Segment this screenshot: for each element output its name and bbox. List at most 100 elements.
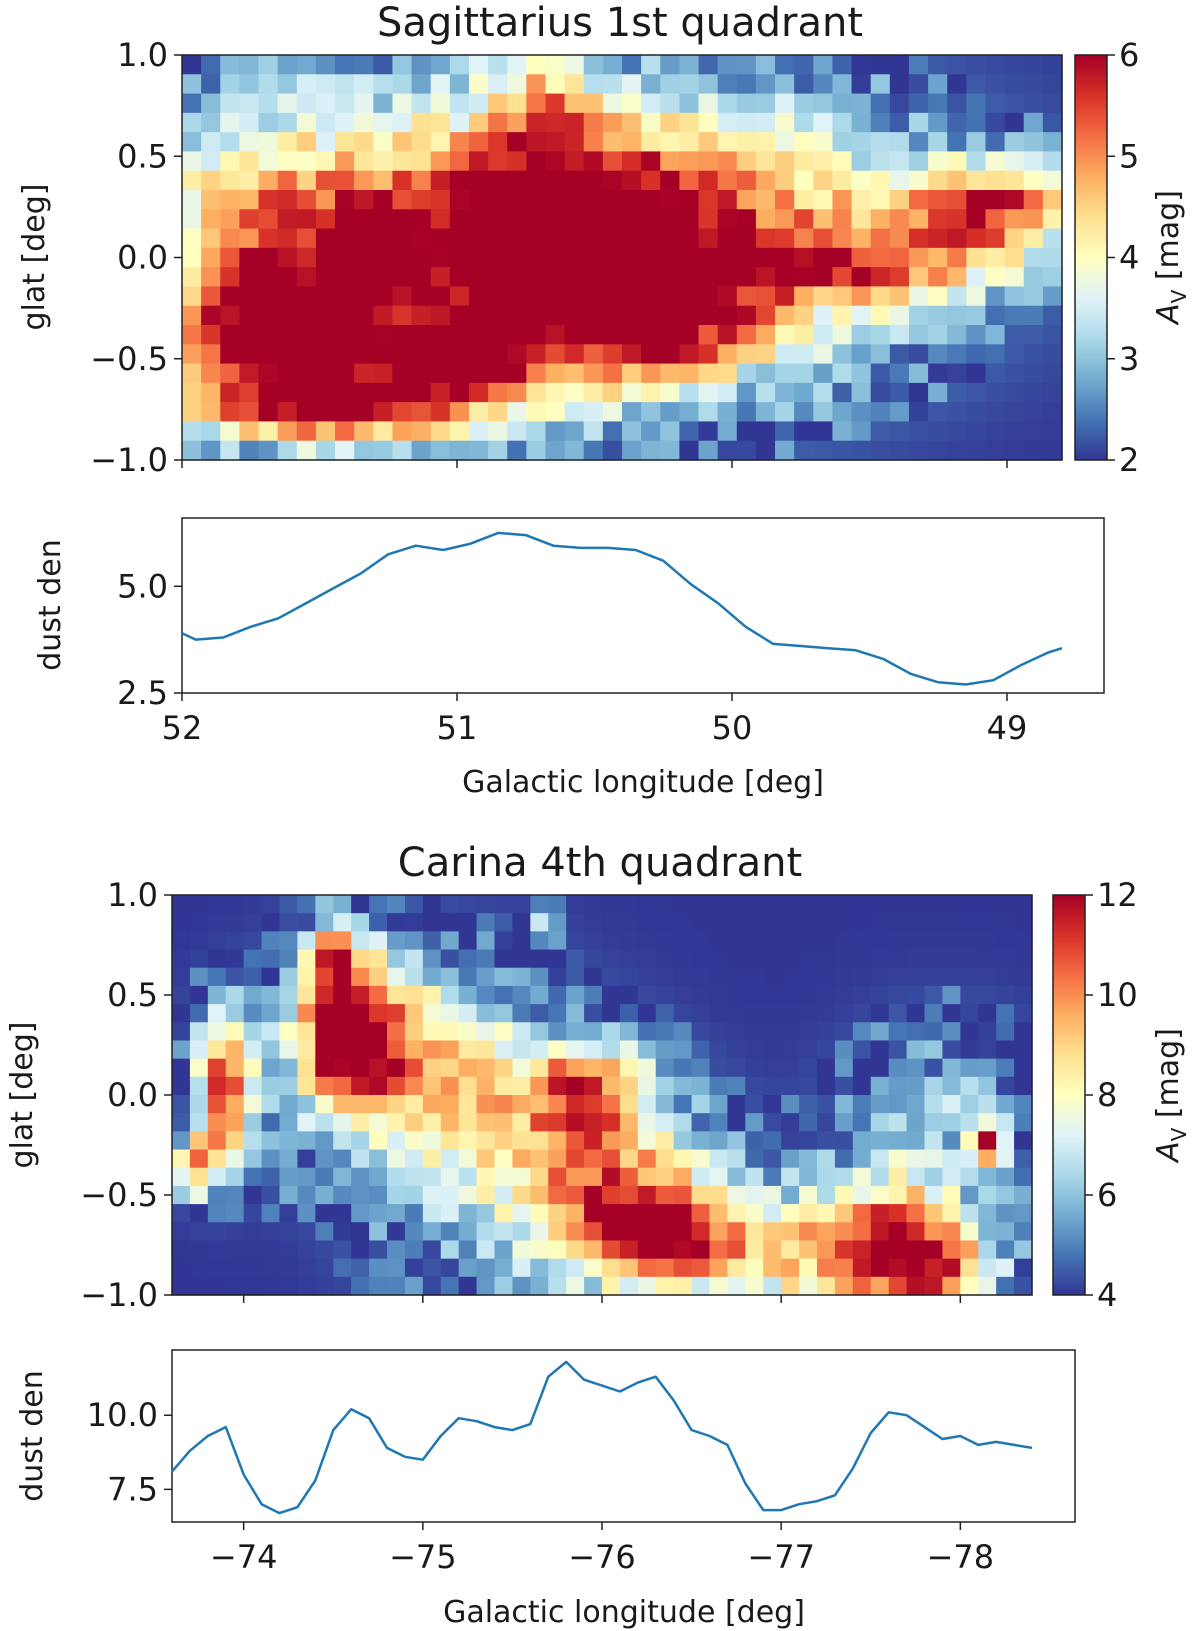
heatmap-cell xyxy=(691,1076,711,1096)
heatmap-cell xyxy=(889,305,910,326)
heatmap-cell xyxy=(660,209,680,230)
heatmap-cell xyxy=(468,421,489,442)
heatmap-cell xyxy=(494,1131,514,1151)
heatmap-cell xyxy=(691,1022,711,1042)
heatmap-cell xyxy=(404,1167,424,1187)
heatmap-cell xyxy=(494,1022,514,1042)
heatmap-cell xyxy=(870,170,891,191)
heatmap-cell xyxy=(387,895,406,914)
heatmap-cell xyxy=(239,286,260,307)
heatmap-cell xyxy=(411,170,432,191)
heatmap-cell xyxy=(458,1076,478,1096)
heatmap-cell xyxy=(333,949,352,969)
heatmap-cell xyxy=(258,74,279,95)
heatmap-cell xyxy=(277,402,298,423)
heatmap-cell xyxy=(960,1222,979,1242)
heatmap-cell xyxy=(622,132,642,153)
heatmap-cell xyxy=(985,190,1006,210)
heatmap-cell xyxy=(906,949,926,969)
heatmap-cell xyxy=(622,421,642,442)
heatmap-cell xyxy=(966,112,987,133)
heatmap-cell xyxy=(526,74,547,95)
heatmap-cell xyxy=(411,247,432,268)
heatmap-cell xyxy=(794,55,814,75)
heatmap-cell xyxy=(189,1095,209,1114)
heatmap-cell xyxy=(261,967,281,987)
heatmap-cell xyxy=(619,967,639,987)
heatmap-cell xyxy=(296,305,317,326)
heatmap-cell xyxy=(1042,170,1063,191)
heatmap-cell xyxy=(775,286,795,307)
heatmap-cell xyxy=(691,1095,711,1114)
heatmap-cell xyxy=(239,74,260,95)
heatmap-cell xyxy=(942,985,961,1005)
heatmap-cell xyxy=(834,1040,854,1060)
heatmap-cell xyxy=(494,1058,514,1078)
heatmap-cell xyxy=(182,132,202,153)
heatmap-cell xyxy=(297,1240,316,1260)
heatmap-cell xyxy=(799,895,818,914)
heatmap-cell xyxy=(745,949,764,969)
heatmap-cell xyxy=(172,1058,191,1078)
heatmap-cell xyxy=(548,1167,567,1187)
heatmap-cell xyxy=(351,1131,370,1151)
heatmap-cell xyxy=(655,1167,675,1187)
heatmap-cell xyxy=(924,1204,944,1223)
heatmap-cell xyxy=(637,1185,657,1205)
heatmap-cell xyxy=(387,1131,406,1151)
heatmap-cell xyxy=(928,440,948,461)
heatmap-cell xyxy=(373,325,394,345)
heatmap-cell xyxy=(239,421,260,442)
heatmap-cell xyxy=(512,1276,531,1296)
heatmap-cell xyxy=(296,112,317,133)
heatmap-cell xyxy=(548,967,567,987)
heatmap-cell xyxy=(258,325,279,345)
heatmap-cell xyxy=(422,1240,442,1260)
heatmap-cell xyxy=(641,190,661,210)
sagittarius-heatmap-xticks xyxy=(181,460,1008,468)
heatmap-cell xyxy=(239,305,260,326)
heatmap-cell xyxy=(220,267,240,288)
heatmap-cell xyxy=(889,247,910,268)
heatmap-cell xyxy=(851,267,872,288)
heatmap-cell xyxy=(243,913,263,932)
heatmap-cell xyxy=(354,402,374,423)
heatmap-cell xyxy=(422,931,442,951)
heatmap-cell xyxy=(660,440,680,461)
heatmap-cell xyxy=(564,286,585,307)
heatmap-cell xyxy=(335,228,355,249)
carina-glat-label: glat [deg] xyxy=(5,1021,40,1168)
heatmap-cell xyxy=(220,151,240,172)
heatmap-cell xyxy=(698,170,719,191)
heatmap-cell xyxy=(351,1222,370,1242)
heatmap-cell xyxy=(335,209,355,230)
heatmap-cell xyxy=(1014,1258,1033,1278)
heatmap-cell xyxy=(928,228,948,249)
heatmap-cell xyxy=(220,74,240,95)
heatmap-cell xyxy=(296,170,317,191)
heatmap-cell xyxy=(1023,209,1044,230)
heatmap-cell xyxy=(775,93,795,114)
heatmap-cell xyxy=(468,112,489,133)
heatmap-cell xyxy=(354,93,374,114)
heatmap-cell xyxy=(458,1204,478,1223)
heatmap-cell xyxy=(924,1276,944,1296)
heatmap-cell xyxy=(225,985,245,1005)
heatmap-cell xyxy=(566,1131,585,1151)
heatmap-cell xyxy=(172,1240,191,1260)
heatmap-cell xyxy=(717,344,738,365)
heatmap-cell xyxy=(655,1058,675,1078)
heatmap-cell xyxy=(834,1258,854,1278)
heatmap-cell xyxy=(673,1113,693,1132)
heatmap-cell xyxy=(966,151,987,172)
heatmap-cell xyxy=(354,74,374,95)
heatmap-cell xyxy=(602,1131,621,1151)
heatmap-cell xyxy=(494,1095,514,1114)
heatmap-cell xyxy=(619,1131,639,1151)
heatmap-cell xyxy=(602,1022,621,1042)
heatmap-cell xyxy=(745,1258,764,1278)
heatmap-cell xyxy=(717,151,738,172)
heatmap-cell xyxy=(201,209,221,230)
heatmap-cell xyxy=(583,440,604,461)
heatmap-cell xyxy=(430,267,451,288)
